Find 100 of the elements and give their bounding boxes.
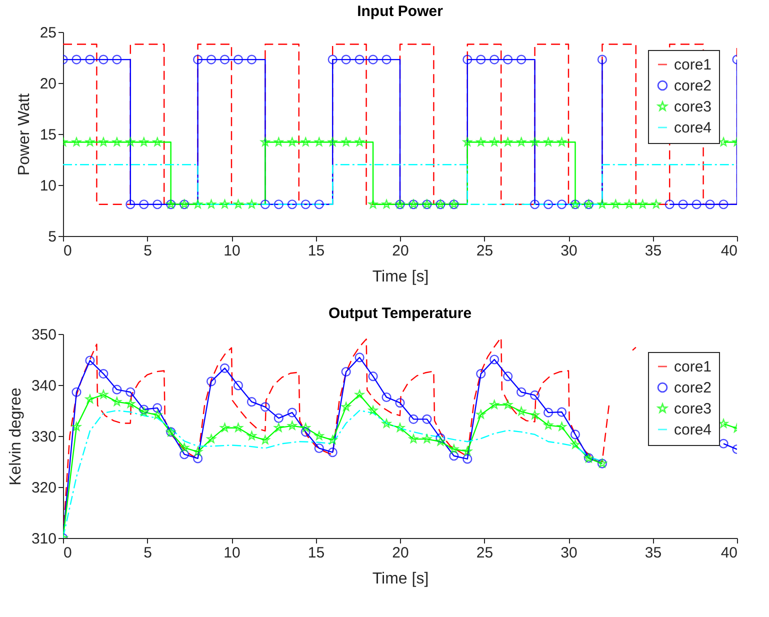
legend-label: core2 <box>674 380 712 396</box>
x-tick-label: 35 <box>644 544 662 562</box>
point <box>112 54 122 64</box>
point <box>544 137 553 146</box>
point <box>314 431 324 440</box>
point <box>544 420 553 430</box>
point <box>139 200 149 210</box>
point <box>354 137 364 146</box>
point <box>382 392 392 402</box>
point <box>233 54 244 64</box>
point <box>368 406 378 414</box>
point <box>436 433 446 443</box>
point <box>490 137 499 146</box>
y-tick-label: 25 <box>40 24 56 42</box>
point <box>139 137 148 146</box>
point <box>624 200 634 208</box>
point <box>260 435 270 444</box>
point <box>98 54 108 64</box>
point <box>408 414 418 424</box>
point <box>98 369 108 379</box>
x-tick-label: 35 <box>644 242 662 260</box>
point <box>556 407 567 417</box>
x-tick-label: 15 <box>308 544 325 562</box>
point <box>490 400 499 409</box>
x-tick-label: 10 <box>224 544 240 562</box>
point <box>287 408 297 418</box>
y-tick-label: 15 <box>40 126 56 144</box>
point <box>260 402 270 412</box>
point <box>220 363 230 373</box>
point <box>98 390 108 399</box>
y-tick-label: 340 <box>31 378 56 394</box>
chart-title: Output Temperature <box>328 305 472 322</box>
point <box>705 200 715 210</box>
point <box>718 438 728 448</box>
point <box>516 54 526 64</box>
point <box>287 200 297 210</box>
point <box>72 54 82 64</box>
point <box>516 406 526 416</box>
point <box>341 54 351 64</box>
point <box>220 200 230 208</box>
legend-label: core1 <box>674 358 712 376</box>
x-tick-label: 5 <box>144 544 152 562</box>
point <box>598 200 607 208</box>
y-tick-label: 10 <box>40 178 56 194</box>
point <box>342 137 351 146</box>
y-axis-title: Kelvin degree <box>7 387 24 486</box>
point <box>85 356 95 366</box>
point <box>490 54 500 64</box>
point <box>516 137 526 146</box>
point <box>503 137 512 146</box>
point <box>126 200 136 210</box>
point <box>570 430 580 440</box>
legend-label: core4 <box>674 120 712 136</box>
point <box>692 200 702 210</box>
point <box>382 418 392 428</box>
point <box>234 423 243 432</box>
point <box>274 413 284 423</box>
point <box>152 200 162 210</box>
legend-label: core2 <box>674 78 712 94</box>
point <box>301 137 310 146</box>
point <box>395 423 405 432</box>
point <box>570 440 580 449</box>
point <box>718 418 728 428</box>
point <box>328 448 338 458</box>
point <box>206 200 216 208</box>
y-axis-title: Power Watt <box>16 92 33 176</box>
y-tick-label: 20 <box>40 76 56 92</box>
legend-label: core3 <box>674 400 712 418</box>
point <box>476 369 486 379</box>
x-tick-label: 40 <box>720 544 738 562</box>
point <box>718 137 728 146</box>
x-tick-label: 30 <box>560 242 578 260</box>
y-tick-label: 330 <box>31 428 56 446</box>
point <box>516 387 526 397</box>
point <box>112 137 122 146</box>
point <box>490 354 500 364</box>
legend-label: core1 <box>674 56 712 74</box>
point <box>638 200 648 208</box>
point <box>462 446 472 456</box>
point <box>193 54 203 64</box>
point <box>462 454 472 464</box>
point <box>556 200 567 210</box>
point <box>530 137 540 146</box>
point <box>462 137 472 146</box>
point <box>476 137 486 146</box>
point <box>274 200 284 210</box>
point <box>152 137 162 146</box>
point <box>342 402 351 411</box>
point <box>530 390 540 400</box>
point <box>139 407 148 416</box>
point <box>220 423 230 432</box>
point <box>314 200 324 210</box>
point <box>85 394 95 404</box>
point <box>220 54 230 64</box>
point <box>557 137 566 146</box>
x-tick-label: 25 <box>476 242 494 260</box>
point <box>152 410 162 420</box>
point <box>206 434 216 444</box>
point <box>354 390 364 399</box>
point <box>233 380 244 390</box>
